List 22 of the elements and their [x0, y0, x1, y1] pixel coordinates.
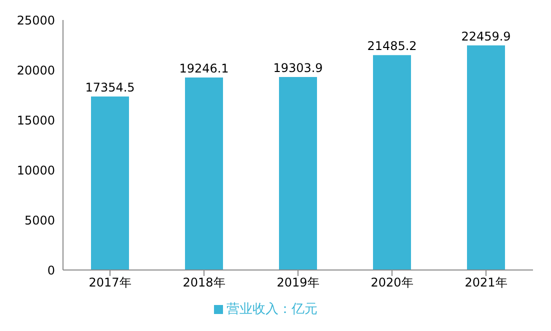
bar: [185, 78, 223, 270]
bar: [373, 55, 411, 270]
y-tick-label: 20000: [16, 63, 55, 78]
data-label: 17354.5: [85, 80, 135, 94]
x-tick-label: 2018年: [182, 276, 226, 290]
bar: [467, 45, 505, 270]
x-tick-label: 2020年: [370, 276, 414, 290]
y-tick-label: 5000: [24, 213, 55, 228]
data-label: 19303.9: [273, 60, 323, 75]
bar: [91, 96, 129, 270]
x-tick-label: 2021年: [464, 276, 508, 290]
x-tick-label: 2017年: [88, 276, 132, 290]
data-label: 21485.2: [367, 39, 417, 54]
data-label: 22459.9: [461, 29, 511, 44]
y-tick-label: 10000: [16, 163, 55, 178]
bar: [279, 76, 317, 270]
y-tick-label: 25000: [16, 13, 55, 28]
x-tick-label: 2019年: [276, 276, 320, 290]
data-label: 19246.1: [179, 62, 229, 76]
legend-label: 营业收入：亿元: [226, 302, 318, 317]
y-tick-label: 0: [47, 263, 55, 278]
y-tick-label: 15000: [16, 113, 55, 128]
